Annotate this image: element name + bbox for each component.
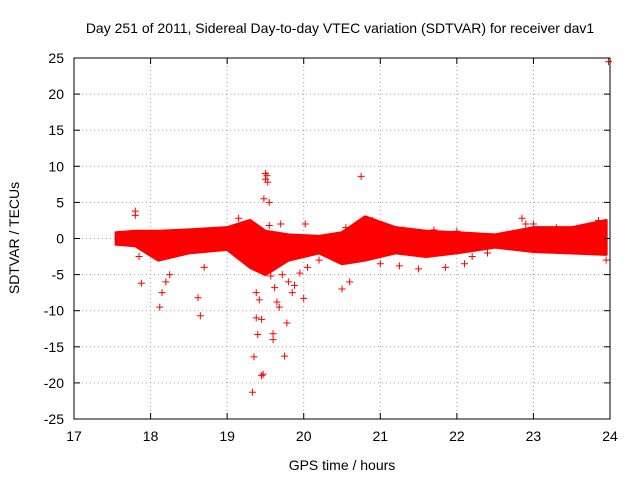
data-point <box>258 315 266 323</box>
data-band-area <box>114 215 608 277</box>
data-point <box>369 216 377 224</box>
data-point <box>250 353 258 361</box>
data-point <box>291 281 299 289</box>
data-point <box>275 303 283 311</box>
data-point <box>357 249 365 257</box>
data-point <box>260 195 268 203</box>
chart-title: Day 251 of 2011, Sidereal Day-to-day VTE… <box>86 20 595 36</box>
data-point <box>604 58 612 66</box>
y-axis-label: SDTVAR / TECUs <box>6 182 22 294</box>
data-point <box>296 269 304 277</box>
y-tick-label: 20 <box>48 86 64 102</box>
y-tick-label: -15 <box>44 339 64 355</box>
data-point <box>529 220 537 228</box>
x-tick-label: 19 <box>219 428 235 444</box>
y-tick-label: 25 <box>48 50 64 66</box>
data-point <box>522 220 530 228</box>
data-point <box>271 284 279 292</box>
data-point <box>278 271 286 279</box>
data-point <box>254 331 262 339</box>
data-point <box>265 222 273 230</box>
x-tick-label: 23 <box>526 428 542 444</box>
data-point <box>357 172 365 180</box>
data-point <box>162 278 170 286</box>
data-point <box>300 294 308 302</box>
data-point <box>468 253 476 261</box>
data-point <box>131 211 139 219</box>
data-point <box>135 253 143 261</box>
x-tick-label: 24 <box>602 428 618 444</box>
x-tick-label: 21 <box>372 428 388 444</box>
data-point <box>453 227 461 235</box>
data-point <box>259 370 267 378</box>
data-point <box>441 263 449 271</box>
x-tick-label: 18 <box>143 428 159 444</box>
data-point <box>255 296 263 304</box>
data-point <box>518 214 526 222</box>
data-point <box>196 312 204 320</box>
y-tick-label: 5 <box>56 194 64 210</box>
data-point <box>269 336 277 344</box>
data-point <box>483 249 491 257</box>
data-point <box>267 272 275 280</box>
data-point <box>552 224 560 232</box>
data-point <box>158 289 166 297</box>
data-point <box>263 172 271 180</box>
data-point <box>342 224 350 232</box>
data-point <box>194 294 202 302</box>
data-point <box>252 289 260 297</box>
data-point <box>264 178 272 186</box>
data-point <box>315 256 323 264</box>
data-point <box>395 262 403 270</box>
data-point <box>283 319 291 327</box>
data-point <box>277 220 285 228</box>
data-point <box>304 263 312 271</box>
data-point <box>235 214 243 222</box>
y-tick-label: -10 <box>44 303 64 319</box>
data-point <box>273 298 281 306</box>
data-point <box>273 260 281 268</box>
data-point <box>399 226 407 234</box>
data-point <box>430 226 438 234</box>
data-point <box>281 352 289 360</box>
data-point <box>166 271 174 279</box>
data-point <box>156 303 164 311</box>
data-point <box>265 198 273 206</box>
axis-ticks: 17 18 19 20 21 22 23 24 -25 -20 -15 -10 -5 0 5 10 15 20 25 <box>44 50 618 444</box>
data-point <box>301 220 309 228</box>
data-point <box>415 265 423 273</box>
y-tick-label: 15 <box>48 122 64 138</box>
data-point <box>338 285 346 293</box>
data-point <box>376 260 384 268</box>
y-tick-label: -20 <box>44 375 64 391</box>
data-point <box>602 256 610 264</box>
data-point <box>284 278 292 286</box>
data-point <box>288 289 296 297</box>
y-tick-label: 10 <box>48 158 64 174</box>
y-tick-label: 0 <box>56 231 64 247</box>
data-point <box>252 314 260 322</box>
x-tick-label: 22 <box>449 428 465 444</box>
x-tick-label: 20 <box>296 428 312 444</box>
data-point <box>248 388 256 396</box>
data-points <box>131 58 612 396</box>
data-point <box>258 372 266 380</box>
x-axis-label: GPS time / hours <box>289 457 396 473</box>
data-band <box>114 215 608 277</box>
data-point <box>137 279 145 287</box>
data-point <box>595 216 603 224</box>
data-point <box>575 226 583 234</box>
y-tick-label: -25 <box>44 411 64 427</box>
x-tick-label: 17 <box>66 428 82 444</box>
y-tick-label: -5 <box>52 267 65 283</box>
data-point <box>200 263 208 271</box>
data-point <box>461 260 469 268</box>
data-point <box>346 278 354 286</box>
